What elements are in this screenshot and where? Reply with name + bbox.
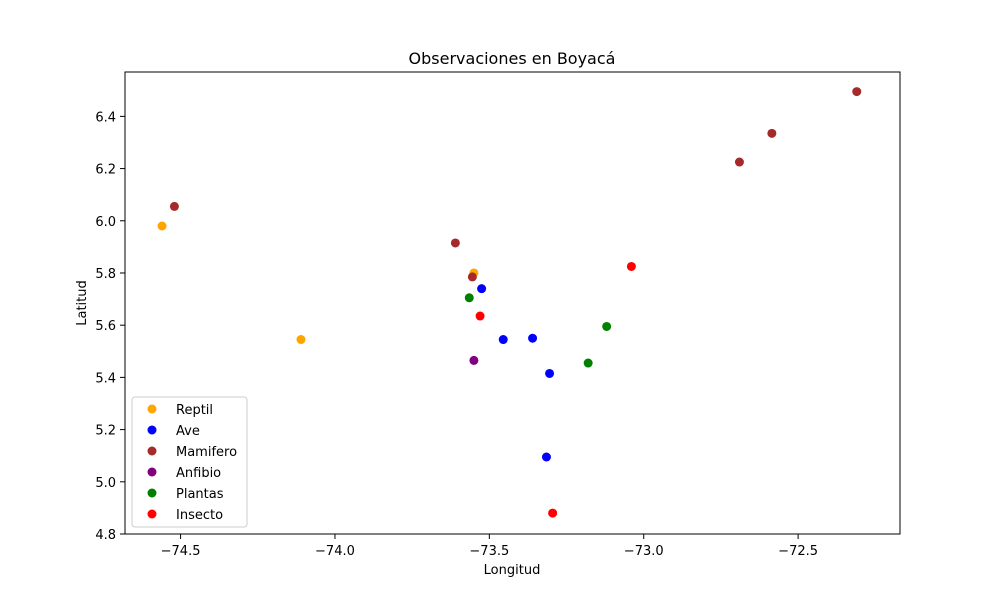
data-points: [157, 87, 862, 518]
point-mamifero-3: [734, 157, 744, 167]
point-plantas-1: [602, 321, 612, 331]
x-axis-ticks: −74.5 −74.0 −73.5 −73.0 −72.5: [161, 534, 818, 559]
x-tick-label: −72.5: [778, 544, 818, 559]
point-mamifero-5: [852, 87, 862, 97]
point-reptil-0: [157, 221, 167, 231]
y-tick-label: 4.8: [95, 528, 116, 543]
point-anfibio-0: [469, 355, 479, 365]
point-ave-1: [498, 335, 508, 345]
legend-marker-insecto: [147, 509, 157, 519]
x-axis-label: Longitud: [484, 563, 541, 578]
point-ave-3: [545, 368, 555, 378]
legend-marker-plantas: [147, 488, 157, 498]
x-tick-label: −74.5: [161, 544, 201, 559]
y-tick-label: 5.8: [95, 267, 116, 282]
y-tick-label: 5.4: [95, 371, 116, 386]
plot-frame: [124, 71, 901, 535]
y-axis-label: Latitud: [75, 280, 90, 326]
point-plantas-0: [464, 293, 474, 303]
plot-area: [125, 72, 900, 534]
legend-label-ave: Ave: [176, 424, 200, 439]
legend-marker-reptil: [147, 404, 157, 414]
y-tick-label: 5.2: [95, 424, 116, 439]
legend-marker-mamifero: [147, 446, 157, 456]
legend-label-plantas: Plantas: [176, 487, 224, 502]
legend-marker-ave: [147, 425, 157, 435]
point-insecto-2: [548, 508, 558, 518]
legend: Reptil Ave Mamifero Anfibio Plantas Insecto: [131, 396, 248, 528]
y-tick-label: 6.0: [95, 215, 116, 230]
legend-marker-anfibio: [147, 467, 157, 477]
y-tick-label: 6.4: [95, 110, 116, 125]
y-tick-label: 6.2: [95, 163, 116, 178]
point-plantas-2: [583, 358, 593, 368]
y-tick-label: 5.0: [95, 476, 116, 491]
point-ave-4: [541, 452, 551, 462]
point-insecto-0: [475, 311, 485, 321]
legend-label-insecto: Insecto: [176, 508, 223, 523]
point-ave-0: [477, 284, 487, 294]
y-tick-label: 5.6: [95, 319, 116, 334]
legend-box: [131, 396, 248, 528]
chart-title: Observaciones en Boyacá: [409, 49, 616, 68]
legend-label-anfibio: Anfibio: [176, 466, 221, 481]
y-axis-ticks: 4.8 5.0 5.2 5.4 5.6 5.8 6.0 6.2 6.4: [95, 110, 125, 543]
point-mamifero-2: [467, 272, 477, 282]
x-tick-label: −73.5: [469, 544, 509, 559]
x-tick-label: −74.0: [315, 544, 355, 559]
point-mamifero-4: [767, 128, 777, 138]
point-ave-2: [528, 333, 538, 343]
x-tick-label: −73.0: [624, 544, 664, 559]
point-mamifero-1: [450, 238, 460, 248]
plot-background: [125, 72, 900, 534]
legend-label-mamifero: Mamifero: [176, 445, 237, 460]
point-insecto-1: [626, 261, 636, 271]
point-mamifero-0: [169, 201, 179, 211]
point-reptil-1: [296, 335, 306, 345]
legend-label-reptil: Reptil: [176, 403, 213, 418]
